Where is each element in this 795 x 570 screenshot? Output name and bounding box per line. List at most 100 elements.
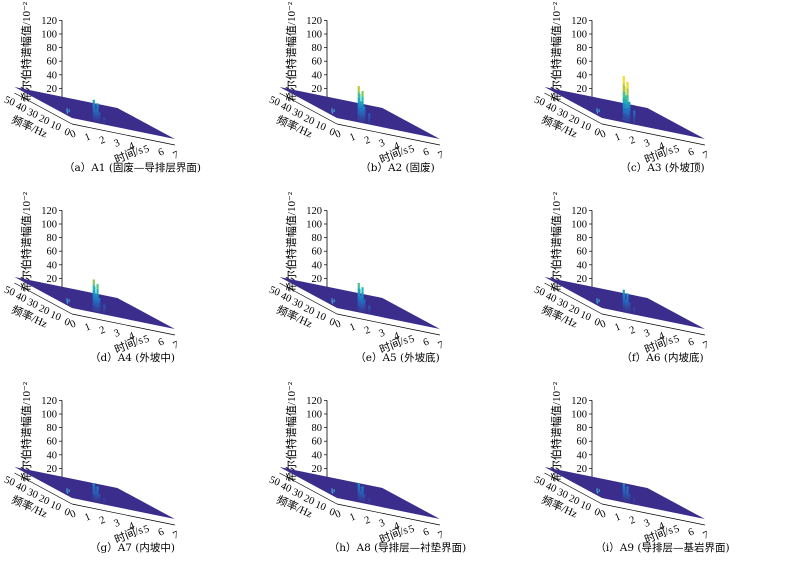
frequency-tick-label: 40 bbox=[279, 291, 293, 305]
time-tick-label: 5 bbox=[142, 144, 151, 156]
time-tick-label: 6 bbox=[687, 147, 696, 159]
time-tick-label: 1 bbox=[83, 322, 92, 334]
time-tick-label: 4 bbox=[657, 330, 667, 342]
frequency-tick-label: 50 bbox=[268, 95, 282, 109]
time-tick-label: 0 bbox=[334, 319, 343, 331]
z-tick-label: 60 bbox=[47, 57, 58, 68]
time-tick-label: 3 bbox=[643, 328, 652, 340]
time-tick-label: 6 bbox=[422, 147, 431, 159]
frequency-axis-line bbox=[14, 472, 73, 505]
time-axis-line bbox=[336, 123, 440, 146]
frequency-axis-line bbox=[279, 282, 338, 315]
time-tick-label: 7 bbox=[701, 530, 710, 542]
chart-panel: 020406080100120希尔伯特谱幅值/10⁻²01020304050频率… bbox=[265, 0, 530, 190]
z-tick-label: 80 bbox=[577, 423, 588, 434]
z-tick-label: 80 bbox=[47, 423, 58, 434]
chart-svg: 020406080100120希尔伯特谱幅值/10⁻²01020304050频率… bbox=[3, 1, 181, 166]
time-axis-line bbox=[71, 503, 175, 526]
chart-panel: 020406080100120希尔伯特谱幅值/10⁻²01020304050频率… bbox=[0, 190, 265, 380]
time-tick-label: 3 bbox=[113, 518, 122, 530]
z-tick-label: 80 bbox=[312, 423, 323, 434]
frequency-tick-label: 40 bbox=[544, 291, 558, 305]
frequency-tick-label: 10 bbox=[49, 309, 63, 323]
frequency-tick-label: 30 bbox=[26, 487, 40, 501]
z-tick-label: 60 bbox=[47, 437, 58, 448]
time-tick-label: 1 bbox=[348, 322, 357, 334]
z-tick-label: 20 bbox=[312, 84, 323, 95]
time-tick-label: 2 bbox=[363, 515, 372, 527]
time-tick-label: 0 bbox=[599, 129, 608, 141]
z-tick-label: 120 bbox=[571, 16, 587, 27]
time-tick-label: 2 bbox=[363, 325, 372, 337]
frequency-tick-label: 30 bbox=[291, 297, 305, 311]
frequency-tick-label: 20 bbox=[567, 113, 581, 127]
z-axis-label: 希尔伯特谱幅值/10⁻² bbox=[549, 1, 563, 102]
chart-svg: 020406080100120希尔伯特谱幅值/10⁻²01020304050频率… bbox=[533, 191, 711, 356]
frequency-tick-label: 0 bbox=[327, 507, 336, 519]
chart-panel: 020406080100120希尔伯特谱幅值/10⁻²01020304050频率… bbox=[0, 0, 265, 190]
panel-caption: （g）A7 (内坡中) bbox=[89, 542, 175, 554]
frequency-tick-label: 20 bbox=[37, 303, 51, 317]
panel-caption: （a）A1 (固废—导排层界面) bbox=[63, 162, 202, 174]
z-tick-label: 40 bbox=[577, 70, 588, 81]
z-tick-label: 40 bbox=[312, 450, 323, 461]
z-axis-label: 希尔伯特谱幅值/10⁻² bbox=[19, 381, 33, 482]
z-tick-label: 60 bbox=[312, 57, 323, 68]
z-tick-label: 20 bbox=[577, 464, 588, 475]
frequency-tick-label: 30 bbox=[556, 107, 570, 121]
z-tick-label: 120 bbox=[41, 396, 57, 407]
time-tick-label: 7 bbox=[701, 340, 710, 352]
time-axis-line bbox=[601, 503, 705, 526]
time-tick-label: 6 bbox=[687, 527, 696, 539]
z-tick-label: 120 bbox=[41, 206, 57, 217]
time-tick-label: 4 bbox=[392, 140, 402, 152]
time-tick-label: 7 bbox=[701, 150, 710, 162]
time-tick-label: 0 bbox=[69, 319, 78, 331]
time-tick-label: 6 bbox=[422, 337, 431, 349]
time-tick-label: 4 bbox=[127, 330, 137, 342]
panel-caption: （d）A4 (外坡中) bbox=[89, 352, 175, 364]
frequency-tick-label: 40 bbox=[544, 481, 558, 495]
frequency-tick-label: 0 bbox=[592, 127, 601, 139]
chart-panel: 020406080100120希尔伯特谱幅值/10⁻²01020304050频率… bbox=[265, 380, 530, 570]
time-tick-label: 6 bbox=[157, 337, 166, 349]
frequency-tick-label: 40 bbox=[279, 101, 293, 115]
time-tick-label: 1 bbox=[348, 132, 357, 144]
time-tick-label: 6 bbox=[422, 527, 431, 539]
z-tick-label: 80 bbox=[577, 233, 588, 244]
time-tick-label: 5 bbox=[142, 524, 151, 536]
z-tick-label: 100 bbox=[306, 220, 322, 231]
time-tick-label: 2 bbox=[98, 325, 107, 337]
frequency-tick-label: 0 bbox=[327, 127, 336, 139]
z-tick-label: 20 bbox=[312, 274, 323, 285]
chart-svg: 020406080100120希尔伯特谱幅值/10⁻²01020304050频率… bbox=[268, 1, 446, 166]
time-tick-label: 1 bbox=[613, 322, 622, 334]
z-tick-label: 40 bbox=[577, 450, 588, 461]
frequency-tick-label: 50 bbox=[3, 285, 17, 299]
time-tick-label: 0 bbox=[334, 129, 343, 141]
frequency-tick-label: 20 bbox=[302, 303, 316, 317]
time-axis-line bbox=[601, 313, 705, 336]
time-tick-label: 7 bbox=[436, 340, 445, 352]
frequency-tick-label: 30 bbox=[291, 487, 305, 501]
z-tick-label: 120 bbox=[306, 396, 322, 407]
chart-panel: 020406080100120希尔伯特谱幅值/10⁻²01020304050频率… bbox=[530, 380, 795, 570]
frequency-tick-label: 10 bbox=[49, 499, 63, 513]
time-tick-label: 7 bbox=[171, 530, 180, 542]
time-tick-label: 3 bbox=[113, 328, 122, 340]
panel-caption: （i）A9 (导排层—基岩界面) bbox=[595, 542, 730, 554]
frequency-tick-label: 10 bbox=[579, 119, 593, 133]
z-tick-label: 60 bbox=[312, 247, 323, 258]
frequency-tick-label: 30 bbox=[556, 297, 570, 311]
frequency-axis-line bbox=[14, 92, 73, 125]
z-tick-label: 120 bbox=[571, 396, 587, 407]
frequency-tick-label: 30 bbox=[556, 487, 570, 501]
time-tick-label: 4 bbox=[127, 520, 137, 532]
z-tick-label: 20 bbox=[312, 464, 323, 475]
z-tick-label: 60 bbox=[577, 247, 588, 258]
time-tick-label: 2 bbox=[363, 135, 372, 147]
z-axis-label: 希尔伯特谱幅值/10⁻² bbox=[549, 191, 563, 292]
panel-caption: （c）A3 (外坡顶) bbox=[620, 162, 705, 174]
z-tick-label: 40 bbox=[47, 70, 58, 81]
